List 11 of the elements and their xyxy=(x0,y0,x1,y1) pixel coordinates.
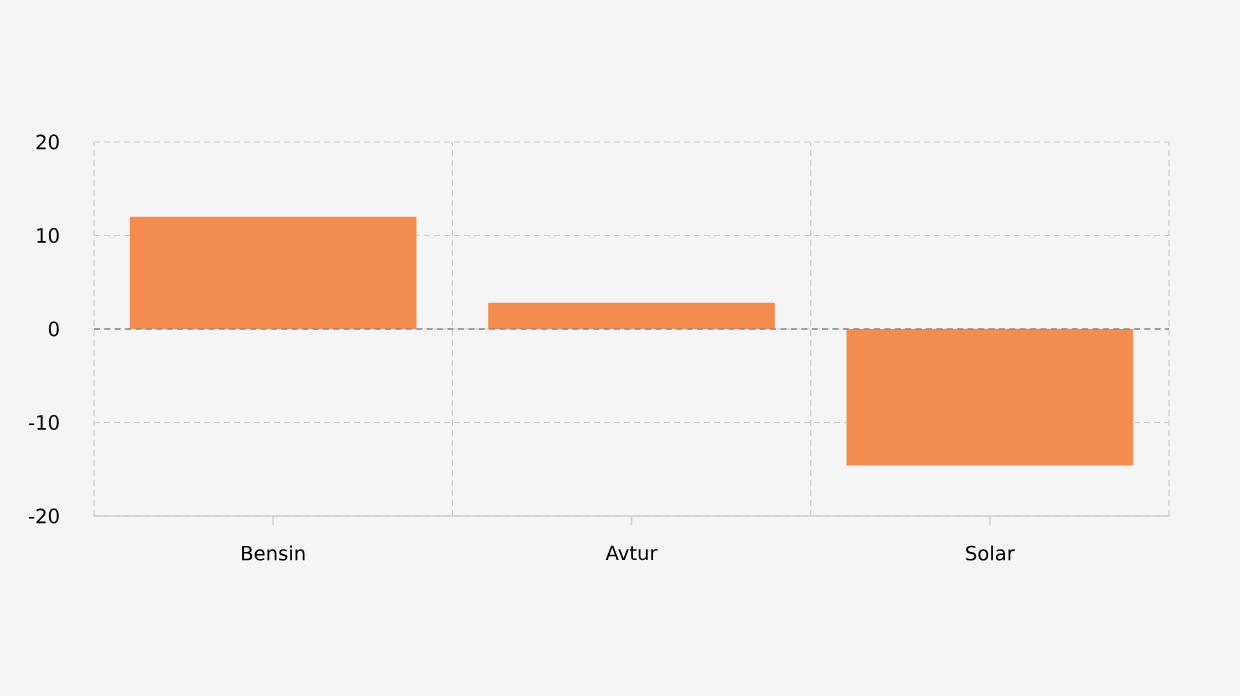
x-tick-label: Bensin xyxy=(242,545,305,561)
y-tick-label: 10 xyxy=(37,228,59,243)
bar xyxy=(846,328,1134,466)
y-tick-label: -10 xyxy=(29,415,59,430)
bar xyxy=(488,302,775,329)
y-tick-label: -20 xyxy=(29,508,59,524)
x-tick-label: Avtur xyxy=(605,545,658,561)
y-tick-label: 20 xyxy=(36,134,59,150)
bar xyxy=(129,216,417,329)
x-tick-label: Solar xyxy=(966,545,1015,561)
y-tick-label: 0 xyxy=(48,321,59,337)
